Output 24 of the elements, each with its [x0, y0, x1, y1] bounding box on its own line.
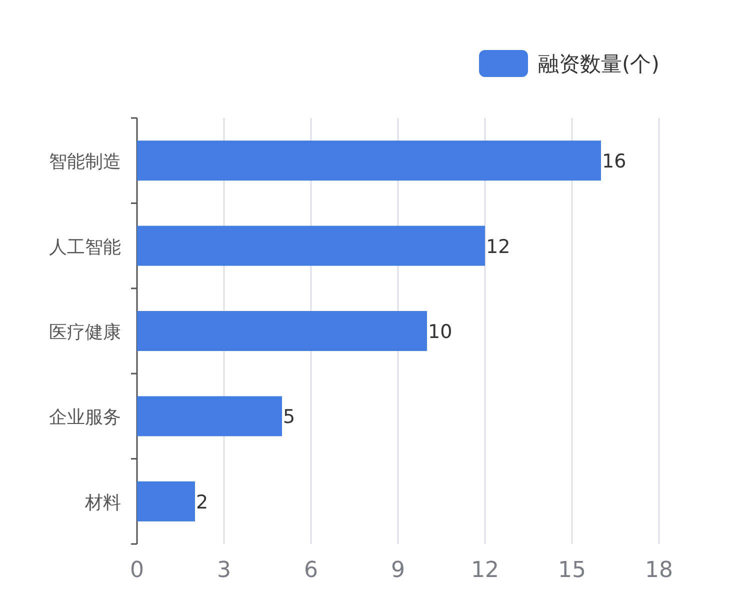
- bar: [137, 396, 282, 436]
- x-tick-label: 18: [645, 558, 673, 583]
- y-tick-label: 智能制造: [49, 152, 121, 173]
- y-tick-label: 材料: [84, 492, 121, 514]
- bar: [137, 311, 427, 351]
- x-tick-label: 0: [130, 558, 144, 583]
- data-label: 5: [283, 406, 296, 428]
- bar: [137, 481, 195, 522]
- x-tick-label: 6: [304, 558, 318, 583]
- x-tick-label: 15: [558, 558, 586, 583]
- y-tick-label: 企业服务: [49, 407, 121, 428]
- data-label: 16: [602, 150, 626, 173]
- data-label: 10: [428, 321, 452, 343]
- legend: 融资数量(个): [479, 50, 660, 77]
- x-tick-label: 3: [217, 558, 231, 583]
- bar: [137, 226, 485, 266]
- y-tick-label: 医疗健康: [49, 322, 121, 343]
- y-tick-label: 人工智能: [49, 236, 121, 258]
- data-label: 12: [486, 236, 510, 258]
- bar: [137, 140, 601, 181]
- x-tick-label: 12: [471, 558, 499, 583]
- x-tick-label: 9: [391, 558, 405, 583]
- data-label: 2: [196, 491, 208, 514]
- legend-label: 融资数量(个): [538, 52, 660, 76]
